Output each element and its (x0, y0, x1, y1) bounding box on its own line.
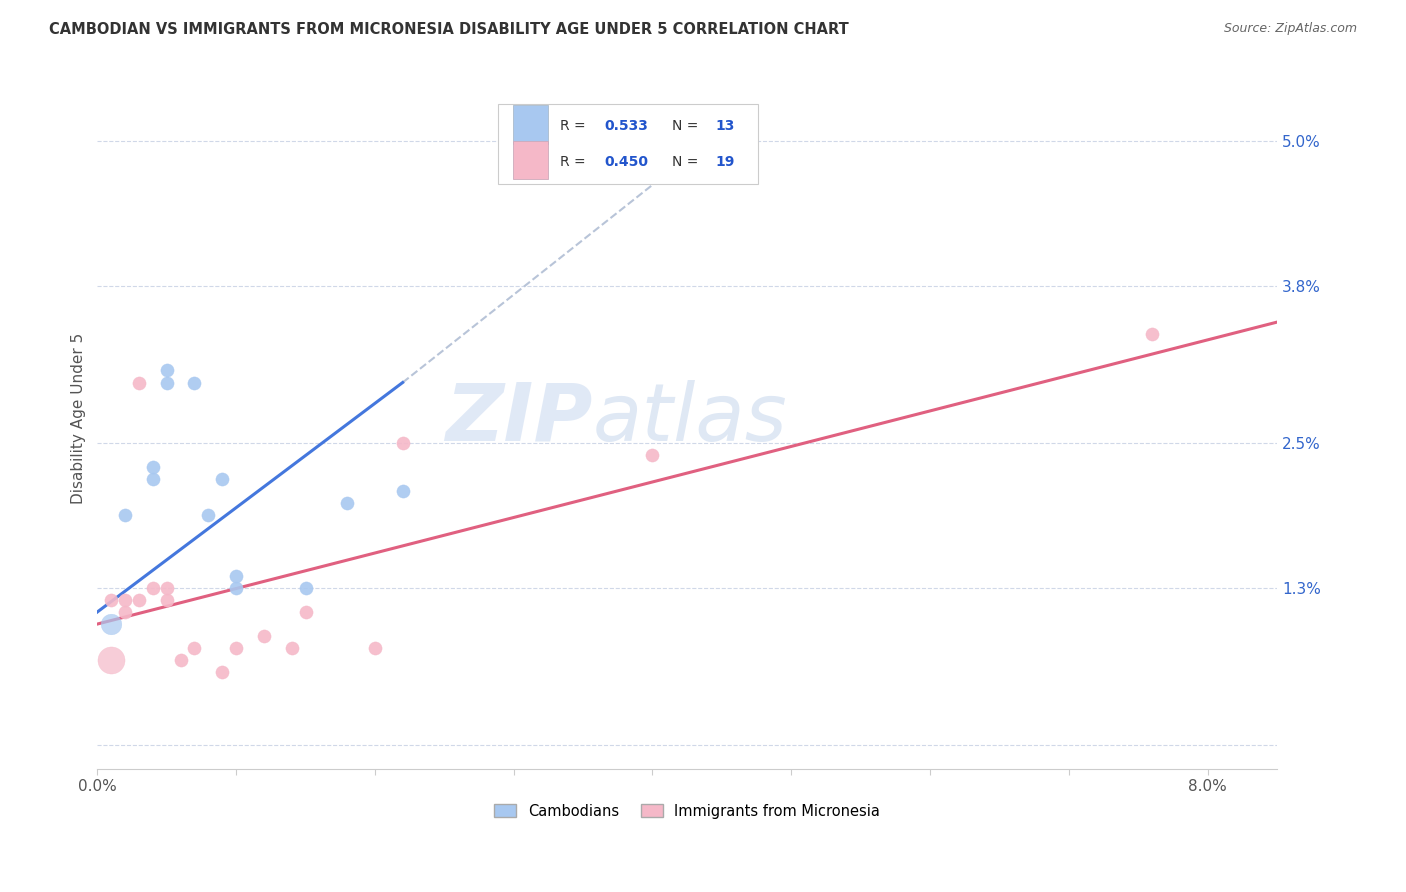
Point (169, 653, 191, 667)
Text: N =: N = (672, 154, 703, 169)
Point (253, 629, 276, 643)
Text: Source: ZipAtlas.com: Source: ZipAtlas.com (1223, 22, 1357, 36)
Point (280, 641, 302, 656)
Point (114, 508, 136, 523)
Point (183, 376, 205, 390)
Point (100, 593, 122, 607)
Point (225, 641, 247, 656)
Point (294, 605, 316, 619)
Y-axis label: Disability Age Under 5: Disability Age Under 5 (72, 333, 86, 504)
Text: ZIP: ZIP (446, 380, 593, 458)
Text: R =: R = (560, 120, 589, 133)
Point (294, 581, 316, 595)
Point (114, 605, 136, 619)
Text: 19: 19 (716, 154, 735, 169)
Point (391, 436, 413, 450)
Point (156, 363, 179, 377)
Point (100, 653, 122, 667)
Point (156, 376, 179, 390)
Point (336, 496, 359, 510)
Text: R =: R = (560, 154, 589, 169)
Point (100, 617, 122, 632)
FancyBboxPatch shape (513, 141, 548, 179)
Point (156, 593, 179, 607)
Point (641, 448, 664, 462)
Point (142, 581, 165, 595)
Point (142, 460, 165, 475)
Point (1140, 327, 1163, 342)
Text: atlas: atlas (593, 380, 787, 458)
Point (364, 641, 387, 656)
Point (211, 472, 233, 486)
Point (197, 508, 219, 523)
Point (128, 376, 150, 390)
Point (156, 581, 179, 595)
Point (114, 593, 136, 607)
Text: 0.450: 0.450 (605, 154, 648, 169)
Text: N =: N = (672, 120, 703, 133)
FancyBboxPatch shape (513, 105, 548, 144)
Point (128, 593, 150, 607)
FancyBboxPatch shape (498, 103, 758, 184)
Text: CAMBODIAN VS IMMIGRANTS FROM MICRONESIA DISABILITY AGE UNDER 5 CORRELATION CHART: CAMBODIAN VS IMMIGRANTS FROM MICRONESIA … (49, 22, 849, 37)
Point (225, 568, 247, 582)
Text: 0.533: 0.533 (605, 120, 648, 133)
Point (225, 581, 247, 595)
Point (211, 665, 233, 680)
Legend: Cambodians, Immigrants from Micronesia: Cambodians, Immigrants from Micronesia (488, 798, 886, 825)
Text: 13: 13 (716, 120, 735, 133)
Point (142, 472, 165, 486)
Point (391, 484, 413, 499)
Point (183, 641, 205, 656)
